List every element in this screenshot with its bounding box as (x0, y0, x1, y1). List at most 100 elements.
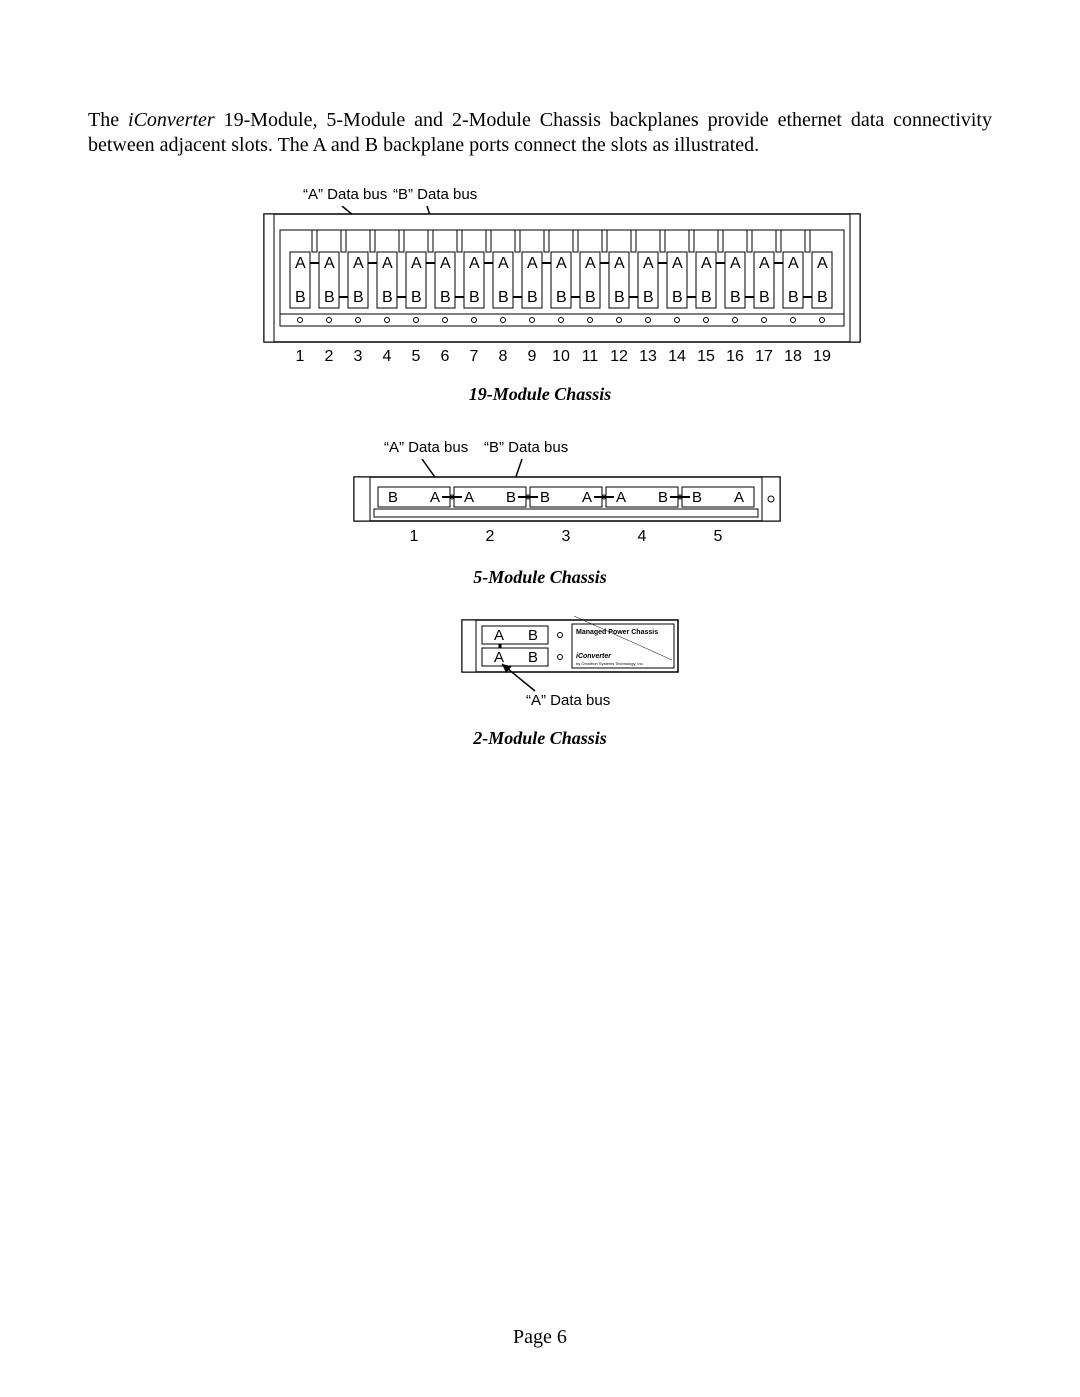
panel-sub: by Omnitron Systems Technology, Inc. (576, 661, 644, 666)
svg-text:3: 3 (562, 528, 571, 545)
svg-text:B: B (701, 289, 712, 306)
svg-text:3: 3 (354, 348, 363, 365)
bus-labels-19: “A” Data bus “B” Data bus (88, 186, 992, 206)
svg-text:A: A (672, 255, 683, 272)
svg-text:A: A (817, 255, 828, 272)
svg-text:8: 8 (499, 348, 508, 365)
a-databus-label-2: “A” Data bus (526, 692, 610, 709)
svg-text:B: B (388, 489, 398, 506)
svg-text:B: B (585, 289, 596, 306)
svg-text:4: 4 (383, 348, 392, 365)
svg-text:A: A (527, 255, 538, 272)
svg-text:B: B (614, 289, 625, 306)
figure-5-module: “A” Data bus “B” Data bus (88, 439, 992, 588)
svg-text:14: 14 (668, 348, 686, 365)
svg-text:A: A (730, 255, 741, 272)
svg-text:B: B (556, 289, 567, 306)
svg-text:1: 1 (410, 528, 419, 545)
svg-text:B: B (506, 489, 516, 506)
intro-product: iConverter (128, 109, 215, 131)
svg-text:2: 2 (486, 528, 495, 545)
panel-brand: iConverter (576, 653, 612, 660)
svg-text:10: 10 (552, 348, 570, 365)
svg-text:7: 7 (470, 348, 479, 365)
svg-text:19: 19 (813, 348, 831, 365)
panel-title: Managed Power Chassis (576, 629, 658, 636)
svg-text:B: B (672, 289, 683, 306)
svg-text:A: A (295, 255, 306, 272)
svg-text:B: B (295, 289, 306, 306)
svg-text:B: B (788, 289, 799, 306)
svg-text:16: 16 (726, 348, 744, 365)
intro-rest: 19-Module, 5-Module and 2-Module Chassis… (88, 109, 992, 156)
svg-text:A: A (440, 255, 451, 272)
svg-text:A: A (585, 255, 596, 272)
svg-text:A: A (324, 255, 335, 272)
svg-text:B: B (411, 289, 422, 306)
svg-text:B: B (324, 289, 335, 306)
intro-paragraph: The iConverter 19-Module, 5-Module and 2… (88, 108, 992, 158)
svg-text:A: A (411, 255, 422, 272)
svg-text:B: B (528, 649, 538, 666)
svg-text:A: A (582, 489, 592, 506)
b-databus-label-5: “B” Data bus (484, 439, 568, 456)
chassis-5-svg: B A A B B A A B B A 1 2 3 4 5 (352, 459, 782, 559)
svg-text:A: A (494, 649, 504, 666)
svg-text:A: A (494, 627, 504, 644)
svg-text:A: A (353, 255, 364, 272)
caption-19: 19-Module Chassis (88, 384, 992, 405)
svg-text:B: B (382, 289, 393, 306)
svg-text:1: 1 (296, 348, 305, 365)
svg-text:A: A (498, 255, 509, 272)
svg-text:A: A (643, 255, 654, 272)
caption-5: 5-Module Chassis (88, 567, 992, 588)
svg-text:12: 12 (610, 348, 628, 365)
svg-text:9: 9 (528, 348, 537, 365)
svg-text:6: 6 (441, 348, 450, 365)
caption-2: 2-Module Chassis (88, 728, 992, 749)
page-footer: Page 6 (0, 1326, 1080, 1349)
svg-text:11: 11 (582, 348, 599, 365)
a-databus-label-19: “A” Data bus (303, 186, 387, 203)
svg-text:A: A (616, 489, 626, 506)
svg-text:B: B (759, 289, 770, 306)
svg-text:B: B (528, 627, 538, 644)
b-databus-label-19: “B” Data bus (393, 186, 477, 203)
svg-text:B: B (730, 289, 741, 306)
svg-text:5: 5 (714, 528, 723, 545)
svg-text:A: A (759, 255, 770, 272)
svg-text:B: B (440, 289, 451, 306)
svg-text:5: 5 (412, 348, 421, 365)
svg-text:B: B (540, 489, 550, 506)
chassis-19-svg: AAAA AAAA AAAA AAAA AAA BBBB BBBB BBBB B… (262, 206, 862, 376)
svg-text:B: B (353, 289, 364, 306)
svg-text:B: B (498, 289, 509, 306)
svg-text:B: B (817, 289, 828, 306)
svg-text:A: A (464, 489, 474, 506)
svg-text:A: A (382, 255, 393, 272)
svg-text:17: 17 (755, 348, 773, 365)
bus-labels-5: “A” Data bus “B” Data bus (88, 439, 992, 459)
svg-text:B: B (469, 289, 480, 306)
svg-text:A: A (430, 489, 440, 506)
page: The iConverter 19-Module, 5-Module and 2… (0, 0, 1080, 1397)
svg-text:A: A (734, 489, 744, 506)
svg-text:A: A (614, 255, 625, 272)
svg-text:A: A (788, 255, 799, 272)
svg-text:B: B (527, 289, 538, 306)
svg-text:2: 2 (325, 348, 334, 365)
svg-text:B: B (692, 489, 702, 506)
bus-labels-2: “A” Data bus (88, 692, 992, 712)
svg-text:13: 13 (639, 348, 657, 365)
svg-text:B: B (643, 289, 654, 306)
svg-text:4: 4 (638, 528, 647, 545)
intro-prefix: The (88, 109, 128, 131)
svg-text:B: B (658, 489, 668, 506)
svg-text:15: 15 (697, 348, 715, 365)
a-databus-label-5: “A” Data bus (384, 439, 468, 456)
figure-19-module: “A” Data bus “B” Data bus (88, 186, 992, 405)
svg-text:A: A (701, 255, 712, 272)
svg-text:A: A (556, 255, 567, 272)
figure-2-module: A B A B Managed Power Chassis iConverter b… (88, 616, 992, 749)
svg-text:18: 18 (784, 348, 802, 365)
